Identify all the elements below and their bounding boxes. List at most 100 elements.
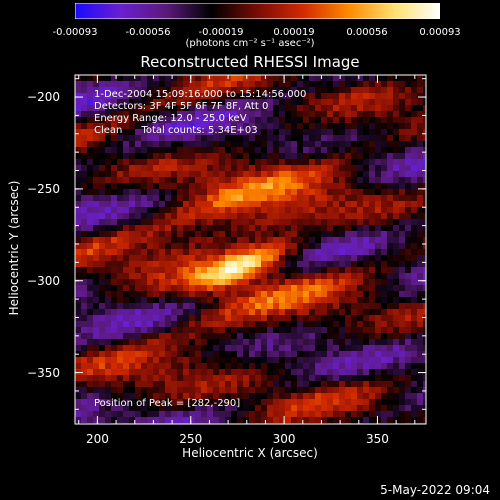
heatmap-cell [255, 87, 261, 93]
heatmap-cell [213, 261, 219, 267]
heatmap-cell [81, 171, 87, 177]
heatmap-cell [195, 93, 201, 99]
heatmap-cell [321, 375, 327, 381]
heatmap-cell [87, 381, 93, 387]
heatmap-cell [345, 411, 351, 417]
heatmap-cell [129, 261, 135, 267]
heatmap-cell [351, 201, 357, 207]
heatmap-cell [405, 297, 411, 303]
heatmap-cell [111, 363, 117, 369]
heatmap-cell [273, 375, 279, 381]
heatmap-cell [207, 399, 213, 405]
heatmap-cell [147, 231, 153, 237]
heatmap-cell [87, 147, 93, 153]
heatmap-cell [327, 159, 333, 165]
heatmap-cell [417, 153, 423, 159]
heatmap-cell [99, 141, 105, 147]
heatmap-cell [201, 171, 207, 177]
heatmap-cell [147, 321, 153, 327]
heatmap-cell [213, 255, 219, 261]
heatmap-cell [363, 303, 369, 309]
heatmap-cell [297, 177, 303, 183]
heatmap-cell [213, 129, 219, 135]
heatmap-cell [105, 201, 111, 207]
heatmap-cell [141, 285, 147, 291]
heatmap-cell [333, 231, 339, 237]
heatmap-cell [165, 351, 171, 357]
heatmap-cell [351, 177, 357, 183]
heatmap-cell [159, 171, 165, 177]
heatmap-cell [387, 99, 393, 105]
heatmap-cell [273, 183, 279, 189]
heatmap-cell [399, 249, 405, 255]
heatmap-cell [297, 195, 303, 201]
heatmap-cell [369, 165, 375, 171]
heatmap-cell [231, 249, 237, 255]
heatmap-cell [123, 267, 129, 273]
heatmap-cell [279, 315, 285, 321]
heatmap-cell [351, 207, 357, 213]
heatmap-cell [423, 405, 426, 411]
heatmap-cell [393, 399, 399, 405]
heatmap-cell [273, 243, 279, 249]
heatmap-cell [255, 387, 261, 393]
heatmap-cell [93, 339, 99, 345]
heatmap-cell [363, 285, 369, 291]
heatmap-cell [255, 309, 261, 315]
heatmap-cell [399, 345, 405, 351]
heatmap-cell [123, 81, 129, 87]
heatmap-cell [183, 417, 189, 423]
heatmap-cell [177, 225, 183, 231]
heatmap-cell [405, 183, 411, 189]
heatmap-cell [159, 255, 165, 261]
heatmap-cell [141, 189, 147, 195]
heatmap-cell [129, 81, 135, 87]
heatmap-cell [129, 393, 135, 399]
heatmap-cell [423, 231, 426, 237]
heatmap-cell [411, 195, 417, 201]
heatmap-cell [165, 333, 171, 339]
heatmap-cell [279, 207, 285, 213]
heatmap-cell [225, 105, 231, 111]
heatmap-cell [117, 267, 123, 273]
heatmap-cell [189, 303, 195, 309]
heatmap-cell [363, 75, 369, 81]
heatmap-cell [393, 381, 399, 387]
heatmap-cell [267, 201, 273, 207]
heatmap-cell [81, 255, 87, 261]
heatmap-cell [423, 105, 426, 111]
heatmap-cell [315, 267, 321, 273]
heatmap-cell [369, 393, 375, 399]
heatmap-cell [291, 357, 297, 363]
heatmap-cell [405, 207, 411, 213]
heatmap-cell [405, 171, 411, 177]
heatmap-cell [339, 177, 345, 183]
heatmap-cell [267, 129, 273, 135]
heatmap-cell [153, 393, 159, 399]
heatmap-cell [327, 417, 333, 423]
heatmap-cell [93, 75, 99, 81]
heatmap-cell [171, 93, 177, 99]
heatmap-cell [291, 267, 297, 273]
heatmap-cell [303, 171, 309, 177]
heatmap-cell [105, 417, 111, 423]
heatmap-cell [405, 141, 411, 147]
heatmap-cell [141, 195, 147, 201]
heatmap-cell [207, 231, 213, 237]
heatmap-cell [93, 405, 99, 411]
heatmap-cell [195, 141, 201, 147]
heatmap-cell [345, 315, 351, 321]
heatmap-cell [111, 387, 117, 393]
heatmap-cell [399, 285, 405, 291]
heatmap-cell [381, 309, 387, 315]
heatmap-cell [267, 171, 273, 177]
heatmap-cell [417, 123, 423, 129]
heatmap-cell [105, 243, 111, 249]
heatmap-cell [81, 267, 87, 273]
heatmap-cell [393, 111, 399, 117]
heatmap-cell [141, 327, 147, 333]
heatmap-cell [387, 105, 393, 111]
heatmap-cell [231, 393, 237, 399]
heatmap-cell [147, 123, 153, 129]
heatmap-cell [411, 201, 417, 207]
